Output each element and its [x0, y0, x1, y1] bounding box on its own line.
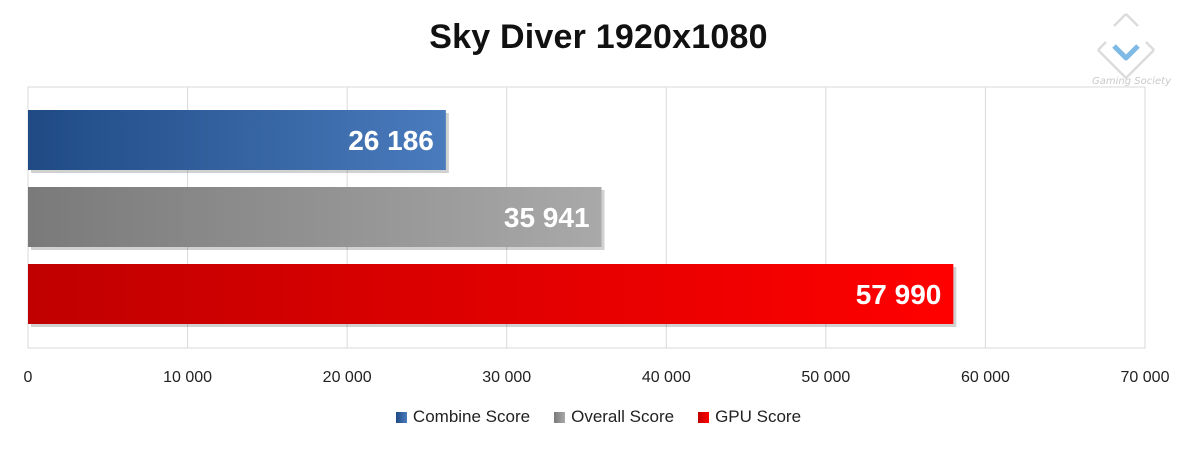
legend-swatch: [698, 411, 710, 423]
legend-item: Combine Score: [395, 407, 531, 427]
x-tick-label: 30 000: [482, 369, 531, 386]
legend: Combine Score Overall Score GPU Score: [0, 407, 1197, 427]
legend-label: GPU Score: [715, 407, 802, 426]
x-tick-label: 60 000: [961, 369, 1010, 386]
legend-swatch: [395, 411, 407, 423]
data-labels: 26 186 35 941 57 990: [348, 125, 941, 310]
bar-overall-score: [28, 187, 602, 247]
x-tick-label: 70 000: [1121, 369, 1170, 386]
x-tick-label: 10 000: [163, 369, 212, 386]
x-tick-label: 40 000: [642, 369, 691, 386]
data-label: 57 990: [856, 279, 942, 310]
x-tick-label: 50 000: [801, 369, 850, 386]
bar-combine-score: [28, 110, 446, 170]
legend-swatch: [554, 411, 566, 423]
legend-item: Overall Score: [554, 407, 674, 427]
legend-label: Overall Score: [571, 407, 675, 426]
legend-label: Combine Score: [412, 407, 531, 426]
x-tick-label: 0: [24, 369, 33, 386]
data-label: 35 941: [504, 202, 590, 233]
legend-item: GPU Score: [698, 407, 801, 427]
x-axis-ticks: 0 10 000 20 000 30 000 40 000 50 000 60 000 70 …: [24, 369, 1170, 386]
bar-gpu-score: [28, 264, 954, 324]
watermark-logo-icon: [1097, 13, 1155, 80]
data-label: 26 186: [348, 125, 434, 156]
bars: [28, 110, 957, 327]
chart-title: Sky Diver 1920x1080: [429, 18, 768, 56]
watermark-text: Gaming Society: [1092, 76, 1171, 87]
x-tick-label: 20 000: [323, 369, 372, 386]
